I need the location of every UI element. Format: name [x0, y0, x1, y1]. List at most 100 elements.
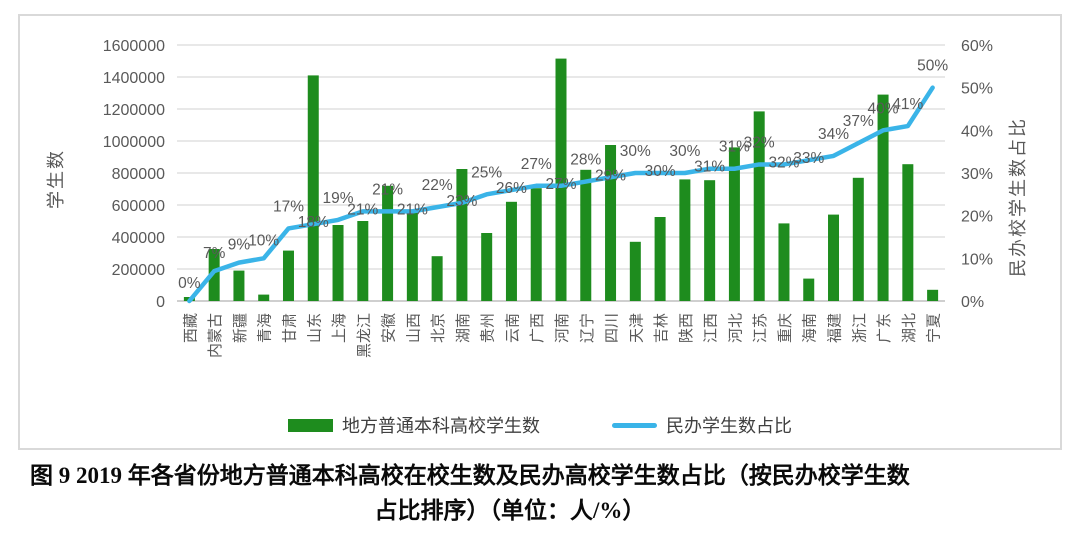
figure-caption: 图 9 2019 年各省份地方普通本科高校在校生数及民办高校学生数占比（按民办校… — [30, 458, 990, 528]
x-axis-label-江西: 江西 — [703, 313, 720, 343]
pct-label-江西: 31% — [694, 159, 725, 176]
bar-福建 — [828, 214, 840, 301]
bar-山东 — [307, 75, 319, 302]
pct-label-西藏: 0% — [178, 275, 201, 292]
bar-江苏 — [753, 111, 765, 302]
bar-北京 — [431, 256, 443, 301]
left-axis-tick: 1200000 — [103, 102, 165, 119]
x-axis-label-山西: 山西 — [405, 313, 422, 343]
legend-label-bars: 地方普通本科高校学生数 — [342, 416, 540, 436]
pct-label-河南: 27% — [545, 176, 576, 193]
x-axis-label-宁夏: 宁夏 — [926, 313, 943, 343]
pct-label-云南: 26% — [496, 180, 527, 197]
bar-内蒙古 — [208, 249, 220, 301]
pct-label-广东: 40% — [868, 100, 899, 117]
bar-陕西 — [679, 179, 691, 301]
legend-item-line: 民办学生数占比 — [612, 412, 792, 438]
pct-label-内蒙古: 7% — [203, 245, 226, 262]
x-axis-label-河北: 河北 — [727, 313, 744, 343]
x-axis-label-云南: 云南 — [504, 313, 521, 343]
x-axis-label-辽宁: 辽宁 — [579, 313, 596, 343]
bar-上海 — [332, 225, 344, 301]
bar-series-swatch — [288, 418, 333, 432]
pct-label-重庆: 32% — [768, 154, 799, 171]
pct-label-新疆: 9% — [228, 237, 251, 254]
legend-item-bars: 地方普通本科高校学生数 — [288, 412, 540, 438]
bar-浙江 — [852, 177, 864, 301]
right-axis-tick: 60% — [961, 38, 993, 55]
right-axis-title: 民办校学生数占比 — [1008, 117, 1028, 277]
combo-chart: 0 200000 400000 600000 800000 1000000 1200000 1… — [103, 38, 993, 358]
left-axis-tick: 600000 — [112, 198, 165, 215]
x-axis-label-江苏: 江苏 — [752, 313, 769, 343]
pct-label-贵州: 25% — [471, 164, 502, 181]
x-axis-label-安徽: 安徽 — [381, 313, 398, 343]
pct-label-陕西: 30% — [669, 143, 700, 160]
legend-label-line: 民办学生数占比 — [666, 416, 792, 436]
x-axis-label-山东: 山东 — [306, 313, 323, 343]
bar-辽宁 — [580, 169, 592, 301]
bar-河南 — [555, 58, 567, 301]
pct-label-四川: 29% — [595, 167, 626, 184]
figure-caption-line1: 图 9 2019 年各省份地方普通本科高校在校生数及民办高校学生数占比（按民办校… — [30, 463, 910, 488]
x-axis-label-吉林: 吉林 — [653, 313, 670, 343]
right-axis-tick: 50% — [961, 81, 993, 98]
pct-label-北京: 22% — [422, 177, 453, 194]
pct-label-浙江: 37% — [843, 113, 874, 130]
bar-云南 — [505, 201, 517, 301]
figure-caption-line2: 占比排序）（单位：人/%） — [374, 498, 646, 523]
bar-山西 — [406, 212, 418, 301]
x-axis-label-内蒙古: 内蒙古 — [207, 313, 224, 358]
bar-四川 — [605, 145, 617, 301]
bar-甘肃 — [282, 250, 294, 301]
left-axis-tick: 1000000 — [103, 134, 165, 151]
x-axis-label-浙江: 浙江 — [851, 313, 868, 343]
pct-label-山西: 21% — [397, 201, 428, 218]
bar-安徽 — [382, 185, 394, 301]
bar-贵州 — [481, 233, 493, 301]
x-axis-label-西藏: 西藏 — [182, 313, 199, 343]
bar-广东 — [877, 94, 889, 301]
right-axis-tick: 40% — [961, 123, 993, 140]
x-axis-label-河南: 河南 — [554, 313, 571, 343]
pct-label-海南: 33% — [793, 150, 824, 167]
x-axis-label-福建: 福建 — [827, 313, 844, 343]
left-axis-tick: 1400000 — [103, 70, 165, 87]
pct-label-吉林: 30% — [645, 163, 676, 180]
bar-重庆 — [778, 223, 790, 301]
left-axis-tick: 400000 — [112, 230, 165, 247]
x-axis-label-北京: 北京 — [430, 313, 447, 343]
left-axis-tick: 200000 — [112, 262, 165, 279]
left-axis-tick: 800000 — [112, 166, 165, 183]
x-axis-label-陕西: 陕西 — [678, 313, 695, 343]
bar-吉林 — [654, 217, 666, 301]
x-axis-label-重庆: 重庆 — [777, 313, 794, 343]
right-axis-tick: 0% — [961, 294, 984, 311]
bar-天津 — [629, 241, 641, 301]
x-axis-label-天津: 天津 — [628, 313, 645, 343]
bar-河北 — [728, 147, 740, 301]
x-axis-label-广东: 广东 — [876, 313, 893, 343]
x-axis-label-青海: 青海 — [257, 313, 274, 343]
x-axis-label-贵州: 贵州 — [480, 313, 497, 343]
pct-label-湖北: 41% — [892, 96, 923, 113]
left-axis-title: 学生数 — [46, 149, 66, 209]
bar-青海 — [258, 294, 270, 301]
right-axis-tick: 10% — [961, 251, 993, 268]
pct-label-辽宁: 28% — [570, 152, 601, 169]
right-axis-tick: 30% — [961, 166, 993, 183]
trend-line — [187, 85, 935, 304]
x-axis-label-甘肃: 甘肃 — [281, 313, 298, 343]
pct-label-青海: 10% — [248, 232, 279, 249]
pct-label-福建: 34% — [818, 126, 849, 143]
chart-panel: 0 200000 400000 600000 800000 1000000 1200000 1… — [18, 14, 1062, 450]
bar-新疆 — [233, 270, 245, 301]
left-axis-tick: 1600000 — [103, 38, 165, 55]
legend: 地方普通本科高校学生数 民办学生数占比 — [20, 412, 1060, 438]
bar-广西 — [530, 188, 542, 301]
right-axis-tick: 20% — [961, 209, 993, 226]
pct-label-江苏: 32% — [744, 134, 775, 151]
x-axis-label-湖北: 湖北 — [901, 313, 918, 343]
bar-海南 — [803, 278, 815, 301]
bar-湖南 — [456, 169, 468, 301]
